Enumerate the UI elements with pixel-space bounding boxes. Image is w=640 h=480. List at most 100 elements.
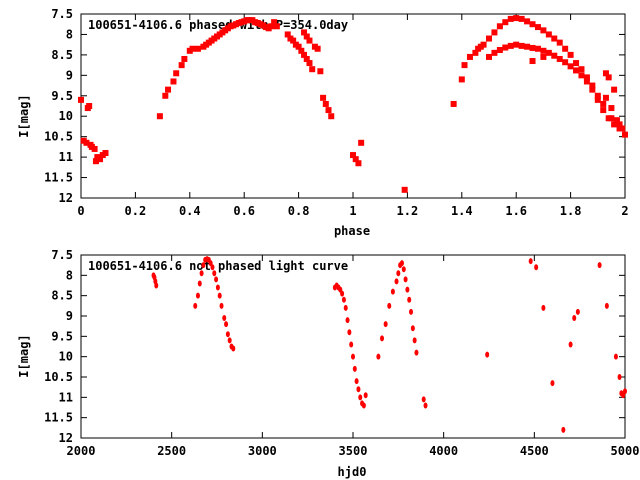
raw-data-point: [231, 345, 236, 352]
raw-data-point: [201, 262, 206, 269]
phased-data-point: [472, 49, 479, 56]
phased-data-point: [86, 103, 93, 109]
phased-y-tick-label: 7.5: [51, 7, 73, 21]
raw-y-axis-label: I[mag]: [17, 334, 31, 377]
phased-data-point: [317, 68, 324, 75]
raw-data-point: [354, 378, 359, 385]
raw-data-point: [617, 374, 622, 380]
phased-data-point: [496, 46, 503, 53]
phased-data-point: [611, 86, 618, 93]
raw-data-point: [217, 292, 222, 299]
phased-data-point: [350, 152, 356, 159]
raw-data-point: [401, 266, 406, 273]
raw-data-point: [154, 282, 159, 289]
raw-x-axis-label: hjd0: [338, 465, 367, 479]
raw-data-point: [423, 402, 428, 409]
phased-data-point: [301, 29, 308, 36]
raw-data-point: [575, 308, 580, 315]
phased-data-point: [306, 60, 313, 67]
phased-data-point: [486, 35, 492, 42]
phased-data-point: [303, 55, 310, 62]
phased-data-point: [567, 63, 574, 70]
phased-data-point: [328, 113, 335, 120]
phased-data-point: [298, 47, 305, 54]
raw-data-point: [597, 262, 602, 269]
raw-data-point: [403, 276, 408, 283]
raw-data-point: [421, 396, 426, 403]
phased-data-point: [551, 35, 558, 42]
phased-x-tick-label: 1.2: [397, 204, 419, 218]
phased-data-point: [602, 70, 609, 77]
phased-data-point: [605, 74, 612, 81]
phased-data-point: [355, 160, 362, 167]
phased-data-point: [486, 53, 492, 60]
phased-light-curve-panel: 100651-4106.6 phased with P=354.0day pha…: [17, 7, 629, 238]
raw-data-point: [485, 351, 490, 358]
phased-data-point: [91, 145, 98, 152]
raw-data-point: [361, 402, 366, 409]
phased-y-tick-label: 10: [59, 109, 73, 123]
raw-data-point: [604, 302, 609, 309]
raw-data-point: [352, 365, 357, 372]
raw-data-point: [399, 260, 404, 267]
phased-data-point: [102, 150, 109, 157]
raw-x-tick-label: 4500: [520, 444, 549, 458]
raw-data-point: [376, 353, 381, 360]
phased-data-point: [573, 60, 580, 67]
raw-data-point: [613, 353, 618, 360]
phased-data-point: [181, 55, 188, 62]
phased-data-point: [600, 107, 607, 114]
phased-data-point: [178, 62, 185, 69]
phased-data-point: [556, 39, 563, 46]
phased-x-tick-label: 2: [621, 204, 628, 218]
phased-data-point: [284, 31, 291, 38]
phased-data-point: [608, 105, 615, 112]
phased-data-point: [92, 158, 99, 165]
phased-data-point: [529, 44, 536, 51]
raw-data-point: [561, 426, 566, 433]
phased-data-point: [78, 96, 84, 103]
raw-y-tick-label: 9: [66, 309, 73, 323]
raw-data-point: [219, 302, 224, 309]
raw-data-point: [534, 264, 539, 271]
phased-data-point: [551, 52, 558, 59]
phased-x-axis-label: phase: [334, 224, 370, 238]
phased-data-point: [491, 49, 498, 56]
phased-data-point: [173, 70, 180, 77]
raw-data-point: [340, 290, 345, 297]
raw-plot-title: 100651-4106.6 not phased light curve: [88, 259, 348, 273]
phased-data-point: [540, 53, 547, 60]
raw-data-point: [343, 304, 348, 311]
raw-data-point: [193, 302, 198, 309]
phased-data-point: [616, 121, 623, 128]
raw-data-point: [215, 284, 220, 291]
raw-data-point: [528, 258, 533, 265]
phased-data-point: [594, 92, 601, 99]
raw-y-tick-label: 10.5: [44, 370, 73, 384]
phased-data-point: [290, 37, 297, 44]
phased-data-point: [540, 27, 547, 34]
raw-x-tick-label: 5000: [611, 444, 640, 458]
phased-x-tick-label: 1.8: [560, 204, 582, 218]
phased-data-point: [97, 156, 104, 163]
raw-y-tick-label: 10: [59, 350, 73, 364]
phased-data-point: [613, 117, 620, 124]
raw-data-point: [572, 315, 577, 322]
phased-data-point: [156, 113, 163, 120]
phased-data-point: [458, 76, 465, 83]
phased-y-tick-label: 8: [66, 27, 73, 41]
phased-data-point: [594, 96, 601, 103]
raw-data-point: [550, 380, 555, 387]
phased-data-point: [589, 82, 596, 89]
raw-data-point: [407, 296, 412, 303]
phased-data-point: [273, 23, 280, 30]
phased-data-point: [529, 21, 536, 28]
phased-data-point: [578, 72, 585, 79]
raw-x-tick-label: 3500: [339, 444, 368, 458]
phased-y-axis-label: I[mag]: [17, 94, 31, 137]
raw-data-point: [623, 388, 627, 395]
raw-data-point: [345, 317, 350, 324]
phased-plot-title: 100651-4106.6 phased with P=354.0day: [88, 18, 348, 32]
raw-data-point: [347, 329, 352, 336]
